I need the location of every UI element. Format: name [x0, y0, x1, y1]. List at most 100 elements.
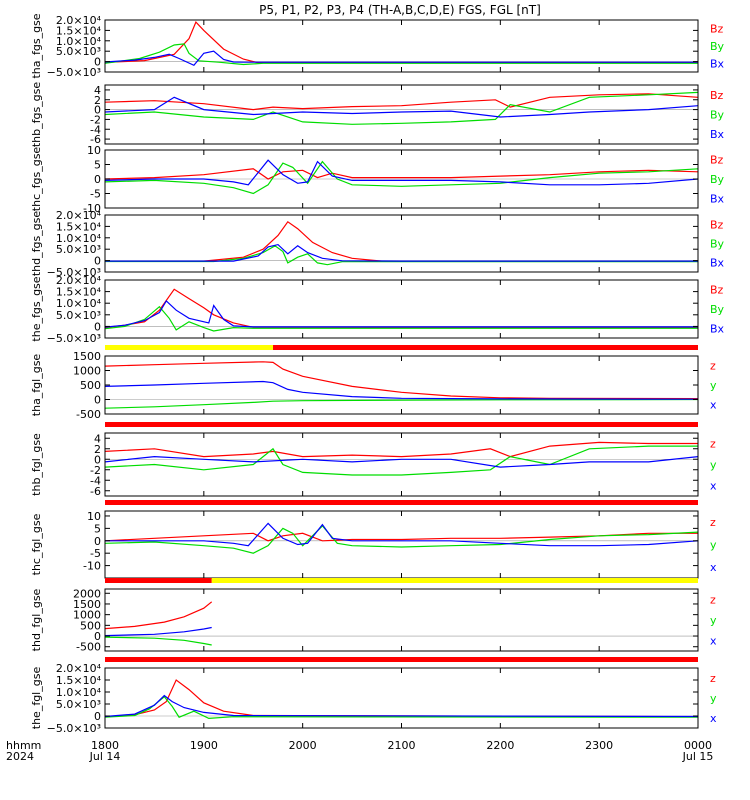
legend-entry-x: x — [710, 480, 717, 493]
legend-entry-y: y — [710, 539, 717, 552]
y-axis-label: thc_fgs_gse — [30, 147, 43, 212]
y-tick-label: -4 — [90, 474, 101, 487]
time-axis-row-label-hhmm: hhmm — [6, 739, 41, 752]
y-tick-label: 2.0×10⁴ — [56, 274, 102, 287]
y-axis-label: thb_fgl_gse — [30, 433, 43, 496]
y-tick-label: 5 — [94, 159, 101, 172]
y-tick-label: -5 — [90, 188, 101, 201]
legend-entry-bz: Bz — [710, 89, 724, 102]
legend-entry-z: z — [710, 672, 716, 685]
panel-thb_fgs_gse: 420-2-4-6 thb_fgs_gse Bz By Bx — [30, 82, 725, 148]
y-tick-label: 5.0×10³ — [56, 698, 101, 711]
series-line-z — [104, 679, 699, 718]
y-tick-label: 0 — [94, 394, 101, 407]
series-line-z — [104, 601, 213, 630]
legend-entry-bz: Bz — [710, 23, 724, 36]
y-tick-label: 0 — [94, 56, 101, 69]
panel-frame — [104, 667, 699, 729]
y-tick-label: -500 — [76, 641, 101, 654]
legend-entry-bx: Bx — [710, 192, 725, 205]
series-line-by — [104, 305, 698, 332]
series-line-by — [104, 160, 699, 195]
y-tick-label: 1.0×10⁴ — [56, 686, 102, 699]
y-tick-label: 2.0×10⁴ — [56, 14, 102, 27]
y-tick-label: 5.0×10³ — [56, 45, 101, 58]
series-line-z — [104, 361, 699, 400]
series-line-x — [104, 626, 212, 637]
panels: 2.0×10⁴1.5×10⁴1.0×10⁴5.0×10³0−5.0×10³tha… — [30, 13, 725, 735]
y-tick-label: −5.0×10³ — [47, 332, 101, 345]
legend-entry-z: z — [710, 593, 716, 606]
series-line-bz — [104, 168, 699, 180]
series-line-bx — [104, 96, 699, 118]
series-line-bz — [104, 220, 699, 262]
series-line-bz — [104, 93, 699, 111]
y-tick-label: 0 — [94, 104, 101, 117]
series-line-x — [104, 380, 699, 400]
series-line-by — [104, 91, 699, 125]
series-line-bz — [104, 288, 699, 329]
y-tick-label: -5 — [90, 547, 101, 560]
y-tick-label: 2 — [94, 94, 101, 107]
legend-entry-bz: Bz — [710, 219, 724, 232]
y-tick-label: 2 — [94, 443, 101, 456]
series-line-x — [104, 455, 699, 468]
legend-entry-y: y — [710, 614, 717, 627]
y-tick-label: 0 — [94, 173, 101, 186]
y-tick-label: 1.0×10⁴ — [56, 35, 102, 48]
y-tick-label: 0 — [94, 453, 101, 466]
y-tick-label: 1500 — [73, 350, 101, 363]
legend-entry-bx: Bx — [710, 322, 725, 335]
y-axis-label: the_fgs_gse — [30, 276, 43, 341]
panel-frame — [104, 84, 699, 145]
y-tick-label: -2 — [90, 113, 101, 126]
legend-entry-y: y — [710, 459, 717, 472]
x-tick-label: 0000 — [684, 739, 712, 752]
panel-frame — [104, 214, 699, 273]
series-line-y — [104, 695, 699, 720]
legend-entry-z: z — [710, 438, 716, 451]
panel-thc_fgs_gse: 10 50 -5-10 thc_fgs_gse Bz By Bx — [30, 144, 725, 215]
y-tick-label: −5.0×10³ — [47, 66, 101, 79]
y-tick-label: 500 — [80, 619, 101, 632]
legend-entry-bx: Bx — [710, 257, 725, 270]
series-line-x — [105, 522, 699, 547]
series-line-y — [104, 636, 212, 646]
y-axis-label: tha_fgl_gse — [30, 354, 43, 417]
series-line-y — [104, 445, 698, 476]
legend-entry-bx: Bx — [710, 128, 725, 141]
legend-entry-z: z — [710, 360, 716, 373]
x-tick-label: 1800 — [91, 739, 119, 752]
y-tick-label: 10 — [87, 144, 101, 157]
y-tick-label: 0 — [94, 320, 101, 333]
y-tick-label: -4 — [90, 123, 101, 136]
legend-entry-x: x — [710, 398, 717, 411]
status-bar-segment — [211, 578, 699, 583]
y-tick-label: 4 — [94, 432, 101, 445]
x-tick-label: 2000 — [289, 739, 317, 752]
y-axis-label: the_fgl_gse — [30, 667, 43, 730]
series-line-bx — [105, 243, 698, 262]
y-axis-label: thc_fgl_gse — [30, 513, 43, 575]
y-tick-label: −5.0×10³ — [47, 722, 101, 735]
legend-entry-x: x — [710, 712, 717, 725]
legend-entry-x: x — [710, 561, 717, 574]
y-tick-label: 1.5×10⁴ — [56, 24, 102, 37]
y-axis-label: thd_fgl_gse — [30, 588, 43, 651]
y-tick-label: 1.5×10⁴ — [56, 286, 102, 299]
series-line-z — [104, 441, 698, 458]
y-tick-label: 500 — [80, 379, 101, 392]
series-line-y — [104, 525, 699, 554]
y-tick-label: 1500 — [73, 598, 101, 611]
legend-entry-y: y — [710, 379, 717, 392]
series-line-y — [104, 398, 699, 409]
x-tick-label: 2200 — [486, 739, 514, 752]
y-tick-label: 4 — [94, 84, 101, 97]
series-line-by — [105, 245, 698, 266]
